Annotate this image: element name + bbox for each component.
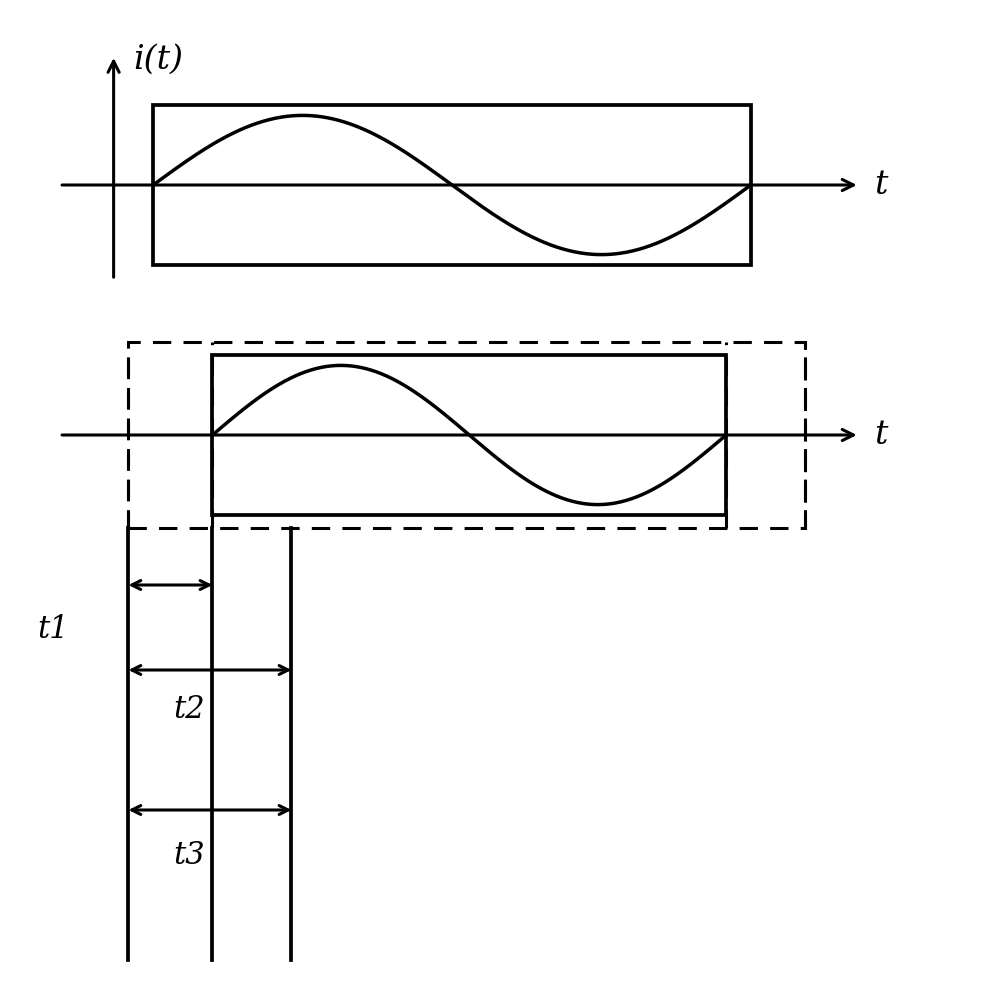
Bar: [153, 105, 751, 265]
Text: i(t): i(t): [133, 44, 184, 76]
Text: t2: t2: [173, 694, 205, 726]
Text: t1: t1: [38, 614, 69, 646]
Text: t: t: [874, 419, 888, 451]
Bar: [212, 355, 726, 515]
Bar: [128, 342, 805, 528]
Text: t: t: [874, 169, 888, 201]
Text: t3: t3: [173, 840, 205, 870]
